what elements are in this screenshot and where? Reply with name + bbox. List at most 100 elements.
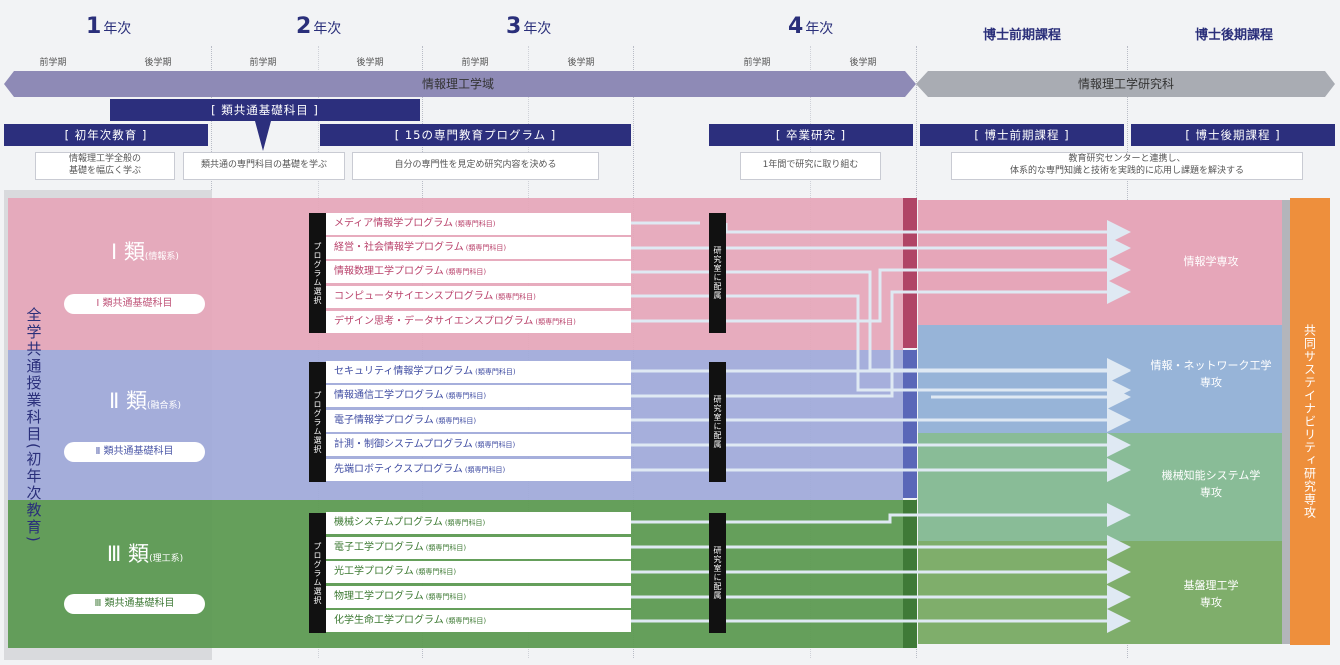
- semester-label: 後学期: [567, 58, 595, 68]
- program-name: デザイン思考・データサイエンスプログラム: [334, 316, 534, 327]
- program-tag: (類専門科目): [535, 318, 576, 326]
- semester-label: 前学期: [743, 58, 771, 68]
- programs-header: [ 15の専門教育プログラム ]: [320, 124, 631, 146]
- undergrad-band-label: 情報理工学域: [421, 77, 494, 91]
- major-label-4: 基盤理工学 専攻: [1183, 579, 1239, 609]
- program-item: コンピュータサイエンスプログラム (類専門科目): [326, 286, 631, 308]
- program-tag: (類専門科目): [415, 568, 457, 576]
- major-block-4: [918, 541, 1283, 644]
- program-item: デザイン思考・データサイエンスプログラム (類専門科目): [326, 311, 631, 333]
- program-tag: (類専門科目): [445, 617, 487, 625]
- program-name: 計測・制御システムプログラム: [334, 439, 473, 450]
- program-tag: (類専門科目): [465, 244, 507, 252]
- program-name: 化学生命工学プログラム: [334, 615, 444, 626]
- graduate-band: [916, 71, 1335, 97]
- program-name: 機械システムプログラム: [334, 517, 443, 528]
- program-item: 機械システムプログラム (類専門科目): [326, 512, 631, 534]
- course-bands: [4, 71, 1335, 97]
- program-tag: (類専門科目): [455, 220, 496, 228]
- program-selection-bar-3: プログラム選択: [309, 513, 326, 633]
- class-name: Ⅰ 類: [111, 240, 145, 264]
- arrow: [631, 223, 1125, 232]
- program-name: 物理工学プログラム: [334, 591, 424, 602]
- major-block-2: [918, 325, 1283, 433]
- program-tag: (類専門科目): [435, 417, 477, 425]
- semester-label: 前学期: [249, 58, 277, 68]
- common-basic-header: [ 類共通基礎科目 ]: [110, 99, 420, 121]
- year-suffix: 年次: [103, 21, 132, 37]
- year-number: 1: [86, 14, 102, 39]
- pointer-triangle: [255, 121, 271, 151]
- major-label-2: 情報・ネットワーク工学 専攻: [1150, 359, 1272, 389]
- programs-description: 自分の専門性を見定め研究内容を決める: [352, 152, 599, 180]
- program-item: 情報数理工学プログラム (類専門科目): [326, 261, 631, 283]
- program-name: 先端ロボティクスプログラム: [334, 464, 463, 475]
- doctor-course-header: [ 博士後期課程 ]: [1131, 124, 1335, 146]
- lab-assignment-bar-1: 研究室に配属: [709, 213, 726, 333]
- program-name: 電子工学プログラム: [334, 542, 424, 553]
- class-1-title: Ⅰ 類(情報系): [70, 236, 220, 266]
- undergrad-band: [4, 71, 916, 97]
- class-name: Ⅲ 類: [106, 542, 150, 566]
- year-number: 2: [296, 14, 312, 39]
- common-basic-description: 類共通の専門科目の基礎を学ぶ: [183, 152, 345, 180]
- first-year-description: 情報理工学全般の 基礎を幅広く学ぶ: [35, 152, 175, 180]
- graduation-description: 1年間で研究に取り組む: [740, 152, 881, 180]
- program-item: 先端ロボティクスプログラム (類専門科目): [326, 459, 631, 481]
- year-suffix: 年次: [805, 21, 834, 37]
- arrow: [631, 503, 1131, 527]
- program-item: 計測・制御システムプログラム (類専門科目): [326, 434, 631, 456]
- program-item: 電子工学プログラム (類専門科目): [326, 537, 631, 559]
- program-name: コンピュータサイエンスプログラム: [334, 291, 494, 302]
- arrow: [631, 258, 1131, 323]
- arrow: [631, 294, 1131, 402]
- sustainability-label: 共同サステイナビリティ研究専攻: [1302, 324, 1317, 519]
- class-2-basic-pill: Ⅱ 類共通基礎科目: [64, 442, 205, 462]
- semester-label: 後学期: [144, 58, 172, 68]
- class-subtitle: (情報系): [144, 252, 179, 262]
- program-tag: (類専門科目): [444, 519, 486, 527]
- program-item: 経営・社会情報学プログラム (類専門科目): [326, 237, 631, 259]
- major-label-1: 情報学専攻: [1183, 255, 1239, 268]
- program-tag: (類専門科目): [495, 293, 536, 301]
- program-tag: (類専門科目): [445, 268, 487, 276]
- year-number: 4: [788, 14, 804, 39]
- program-name: メディア情報学プログラム: [334, 218, 453, 229]
- program-item: セキュリティ情報学プログラム (類専門科目): [326, 361, 631, 383]
- lab-assignment-bar-2: 研究室に配属: [709, 362, 726, 482]
- lab-assignment-bar-3: 研究室に配属: [709, 513, 726, 633]
- major-block-1: [918, 200, 1283, 325]
- program-name: 情報数理工学プログラム: [334, 266, 444, 277]
- class-name: Ⅱ 類: [108, 389, 147, 413]
- class-subtitle: (理工系): [149, 554, 184, 564]
- semester-label: 後学期: [849, 58, 877, 68]
- class-3-title: Ⅲ 類(理工系): [70, 538, 220, 568]
- graduation-research-header: [ 卒業研究 ]: [709, 124, 913, 146]
- arrow: [631, 280, 1131, 398]
- program-name: 光工学プログラム: [334, 566, 414, 577]
- year-3-heading: 3 年次: [506, 14, 551, 39]
- program-name: 経営・社会情報学プログラム: [334, 242, 464, 253]
- program-tag: (類専門科目): [445, 392, 487, 400]
- sustainability-major-column: 共同サステイナビリティ研究専攻: [1290, 198, 1330, 645]
- first-year-header: [ 初年次教育 ]: [4, 124, 208, 146]
- program-tag: (類専門科目): [475, 368, 516, 376]
- program-item: 化学生命工学プログラム (類専門科目): [326, 610, 631, 632]
- program-item: 光工学プログラム (類専門科目): [326, 561, 631, 583]
- program-tag: (類専門科目): [425, 544, 467, 552]
- class-2-title: Ⅱ 類(融合系): [70, 385, 220, 415]
- class-3-basic-pill: Ⅲ 類共通基礎科目: [64, 594, 205, 614]
- program-tag: (類専門科目): [464, 466, 506, 474]
- general-education-label: 全学共通授業科目(初年次教育): [24, 306, 43, 544]
- master-course-header: [ 博士前期課程 ]: [920, 124, 1124, 146]
- program-item: 情報通信工学プログラム (類専門科目): [326, 385, 631, 407]
- program-item: メディア情報学プログラム (類専門科目): [326, 213, 631, 235]
- program-name: 情報通信工学プログラム: [334, 390, 444, 401]
- major-label-3: 機械知能システム学 専攻: [1161, 469, 1261, 499]
- semester-label: 前学期: [461, 58, 489, 68]
- class-3-band-side: [903, 500, 917, 648]
- year-2-heading: 2 年次: [296, 14, 341, 39]
- year-number: 3: [506, 14, 522, 39]
- master-course-heading: 博士前期課程: [982, 28, 1061, 43]
